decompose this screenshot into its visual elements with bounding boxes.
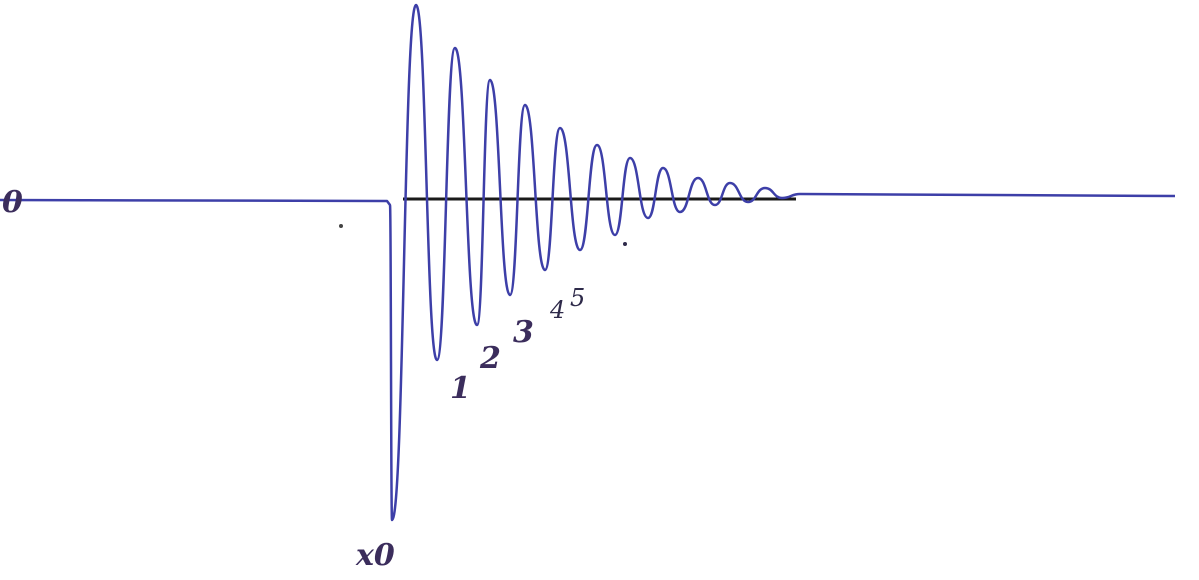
origin-label: 0: [2, 185, 23, 220]
count-label: 4: [549, 296, 565, 324]
count-label: 5: [570, 284, 585, 312]
count-label: 1: [450, 371, 471, 406]
count-label: 2: [479, 341, 501, 376]
count-label: 3: [513, 315, 534, 350]
damped-oscillation-sketch: 0 x0 1 2 3 4 5: [0, 0, 1199, 580]
start-label: x0: [355, 538, 395, 573]
ink-dot: [623, 242, 627, 246]
ink-dot: [339, 224, 343, 228]
oscillation-curve: [0, 5, 1175, 520]
